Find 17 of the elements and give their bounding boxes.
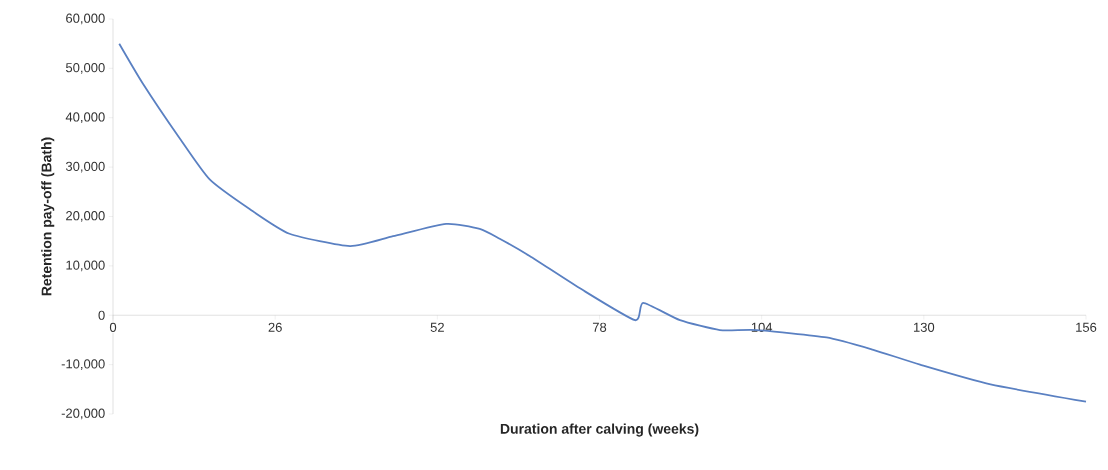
- y-tick-label: 40,000: [65, 112, 105, 124]
- y-tick-label: 10,000: [66, 260, 105, 272]
- x-axis-title: Duration after calving (weeks): [500, 423, 699, 437]
- y-tick-label: 20,000: [66, 211, 105, 222]
- y-axis-title: Retention pay-off (Bath): [41, 137, 55, 296]
- y-tick-label: -20,000: [61, 408, 105, 420]
- x-tick-label: 130: [913, 322, 935, 332]
- y-tick-label: 0: [98, 310, 105, 320]
- x-tick-label: 0: [109, 322, 117, 332]
- x-tick-label: 156: [1076, 322, 1097, 332]
- x-tick-label: 52: [430, 322, 444, 332]
- y-tick-label: 30,000: [65, 161, 105, 173]
- x-tick-label: 78: [592, 322, 607, 332]
- y-tick-label: -10,000: [61, 359, 105, 370]
- y-tick-label: 50,000: [65, 62, 105, 74]
- x-tick-label: 26: [268, 322, 282, 332]
- y-tick-label: 60,000: [66, 13, 105, 25]
